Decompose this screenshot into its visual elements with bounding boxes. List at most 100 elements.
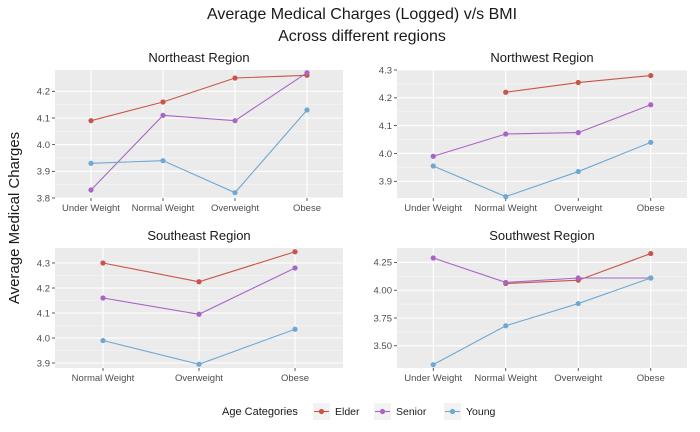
data-point xyxy=(196,279,202,285)
series-line xyxy=(433,141,651,198)
data-point xyxy=(430,255,436,261)
y-axis-label: Average Medical Charges xyxy=(6,132,23,304)
y-tick-label: 4.1 xyxy=(379,121,392,132)
legend-point xyxy=(449,408,456,415)
panel-title: Northeast Region xyxy=(148,50,249,65)
data-point xyxy=(88,187,94,193)
chart-subtitle: Across different regions xyxy=(278,28,446,45)
series-young xyxy=(88,107,310,196)
data-point xyxy=(503,131,509,137)
y-tick-label: 3.8 xyxy=(37,193,50,204)
data-point xyxy=(100,337,106,344)
data-point xyxy=(304,70,310,76)
y-tick-label: 3.9 xyxy=(37,167,50,178)
panel-background xyxy=(397,248,687,368)
data-point xyxy=(88,160,94,166)
legend-item-senior: Senior xyxy=(374,403,427,420)
data-point xyxy=(232,118,238,124)
data-point xyxy=(648,102,654,108)
data-point xyxy=(648,139,654,145)
x-tick-label: Under Weight xyxy=(62,203,120,214)
data-point xyxy=(100,260,106,266)
y-tick-label: 4.3 xyxy=(379,65,392,76)
data-point xyxy=(648,275,654,281)
series-line xyxy=(433,104,651,157)
northwest-region-panel: 3.9 4.0 4.1 4.2 4.3 Under Weight Normal Weight… xyxy=(379,50,687,214)
panel-title: Southwest Region xyxy=(489,228,595,243)
northeast-region-panel: 3.8 3.9 4.0 4.1 4.2 Under Weight Normal Weight… xyxy=(37,50,343,214)
x-tick-label: Obese xyxy=(637,373,665,384)
y-tick-label: 4.00 xyxy=(374,286,393,297)
y-tick-label: 4.2 xyxy=(379,93,392,104)
data-point xyxy=(304,107,310,113)
data-point xyxy=(430,163,436,169)
series-young xyxy=(430,275,654,368)
data-point xyxy=(503,194,509,200)
data-point xyxy=(575,130,581,136)
data-point xyxy=(430,362,436,368)
legend: Age Categories Elder Senior Young xyxy=(222,403,496,420)
data-point xyxy=(648,72,654,79)
panel-title: Northwest Region xyxy=(490,50,593,65)
legend-label: Elder xyxy=(335,406,360,418)
panel-background xyxy=(397,70,687,198)
southeast-region-panel: 3.9 4.0 4.1 4.2 4.3 Normal Weight Overweight Ob… xyxy=(37,228,343,384)
legend-item-elder: Elder xyxy=(313,403,360,420)
x-tick-label: Obese xyxy=(637,203,665,214)
legend-point xyxy=(379,408,386,415)
data-point xyxy=(575,168,581,175)
chart-title: Average Medical Charges (Logged) v/s BMI xyxy=(207,6,517,23)
legend-title: Age Categories xyxy=(222,406,298,418)
series-line xyxy=(433,257,651,284)
y-tick-label: 4.1 xyxy=(37,308,50,319)
data-point xyxy=(292,249,298,255)
data-point xyxy=(100,295,106,301)
x-tick-label: Overweight xyxy=(175,373,223,384)
legend-label: Young xyxy=(466,406,496,418)
data-point xyxy=(160,99,166,105)
x-tick-label: Obese xyxy=(281,373,309,384)
data-point xyxy=(503,89,509,95)
y-tick-label: 4.2 xyxy=(37,87,50,98)
data-point xyxy=(575,79,581,86)
y-tick-label: 4.0 xyxy=(37,140,50,151)
x-tick-label: Normal Weight xyxy=(474,203,537,214)
data-point xyxy=(575,275,581,281)
facet-panels: 3.8 3.9 4.0 4.1 4.2 Under Weight Normal Weight… xyxy=(37,50,687,384)
legend-point xyxy=(318,408,325,415)
y-tick-label: 4.0 xyxy=(37,333,50,344)
series-senior xyxy=(100,265,298,317)
series-elder xyxy=(100,249,298,285)
data-point xyxy=(575,300,581,307)
southwest-region-panel: 3.50 3.75 4.00 4.25 Under Weight Normal Weigh… xyxy=(374,228,687,384)
panel-title: Southeast Region xyxy=(147,228,250,243)
data-point xyxy=(196,311,202,317)
data-point xyxy=(232,75,238,81)
y-tick-label: 4.2 xyxy=(37,283,50,294)
data-point xyxy=(503,323,509,329)
x-tick-label: Normal Weight xyxy=(72,373,135,384)
y-tick-label: 3.50 xyxy=(374,341,393,352)
x-tick-label: Overweight xyxy=(211,203,259,214)
data-point xyxy=(160,158,166,164)
data-point xyxy=(196,361,202,367)
series-line xyxy=(90,74,308,122)
series-line xyxy=(90,72,308,191)
x-tick-label: Normal Weight xyxy=(474,373,537,384)
legend-item-young: Young xyxy=(444,403,496,420)
x-tick-label: Under Weight xyxy=(404,373,462,384)
y-tick-label: 3.9 xyxy=(379,177,392,188)
series-line xyxy=(432,277,651,366)
series-young xyxy=(430,139,654,200)
data-point xyxy=(648,250,654,257)
series-senior xyxy=(430,102,654,159)
y-tick-label: 4.25 xyxy=(374,258,393,269)
x-tick-label: Obese xyxy=(293,203,321,214)
series-senior xyxy=(88,70,310,193)
y-tick-label: 4.1 xyxy=(37,113,50,124)
series-line xyxy=(90,109,308,194)
x-tick-label: Normal Weight xyxy=(132,203,195,214)
y-tick-label: 4.0 xyxy=(379,149,392,160)
data-point xyxy=(160,112,166,118)
data-point xyxy=(292,326,298,332)
